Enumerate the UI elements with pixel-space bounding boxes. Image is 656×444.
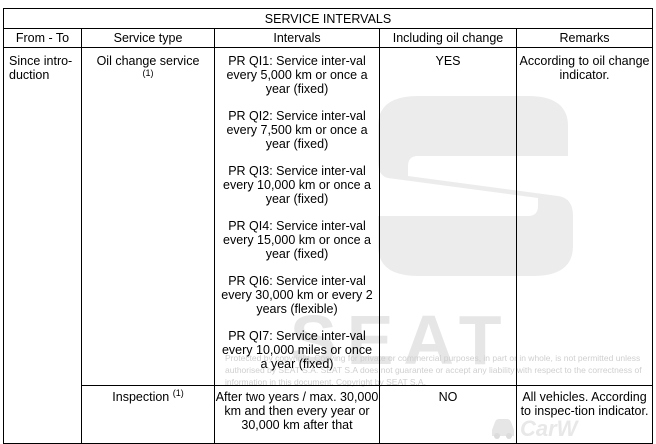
interval-inspection: After two years / max. 30,000 km and the… (215, 390, 379, 432)
column-header-remarks: Remarks (515, 28, 654, 48)
oil-change-cell: NO (379, 385, 517, 444)
column-header-service-type: Service type (81, 28, 215, 48)
column-header-from-to: From - To (3, 28, 82, 48)
oil-change-cell: YES (379, 47, 517, 386)
service-type-oil: Oil change service (96, 54, 200, 68)
intervals-cell: PR QI1: Service inter-val every 5,000 km… (214, 47, 380, 386)
footnote-ref: (1) (142, 68, 154, 78)
remarks-inspection: All vehicles. According to inspec-tion i… (520, 390, 649, 418)
interval-qi7: PR QI7: Service inter-val every 10,000 m… (221, 329, 373, 371)
interval-qi2: PR QI2: Service inter-val every 7,500 km… (226, 109, 368, 151)
intervals-cell: After two years / max. 30,000 km and the… (214, 385, 380, 444)
interval-qi6: PR QI6: Service inter-val every 30,000 k… (221, 274, 373, 316)
column-header-intervals: Intervals (214, 28, 380, 48)
from-to-value: Since intro-duction (9, 54, 73, 82)
service-type-inspection: Inspection (112, 390, 170, 404)
remarks-cell: According to oil change indicator. (515, 47, 654, 386)
interval-qi4: PR QI4: Service inter-val every 15,000 k… (223, 219, 371, 261)
oil-change-value: NO (438, 390, 458, 404)
service-intervals-table: SERVICE INTERVALS From - To Service type… (2, 8, 654, 444)
service-type-cell: Oil change service (1) (81, 47, 215, 386)
remarks-oil: According to oil change indicator. (519, 54, 650, 82)
remarks-cell: All vehicles. According to inspec-tion i… (515, 385, 654, 444)
service-type-cell: Inspection (1) (81, 385, 215, 444)
interval-qi3: PR QI3: Service inter-val every 10,000 k… (223, 164, 371, 206)
table-row: Inspection (1) After two years / max. 30… (4, 385, 654, 444)
table-row: Since intro-duction Oil change service (… (3, 47, 654, 444)
oil-change-value: YES (435, 54, 461, 68)
footnote-ref: (1) (172, 387, 184, 398)
table-title: SERVICE INTERVALS (2, 8, 654, 29)
from-to-cell: Since intro-duction (3, 47, 82, 444)
column-header-oil-change: Including oil change (379, 28, 517, 48)
interval-qi1: PR QI1: Service inter-val every 5,000 km… (226, 54, 368, 96)
